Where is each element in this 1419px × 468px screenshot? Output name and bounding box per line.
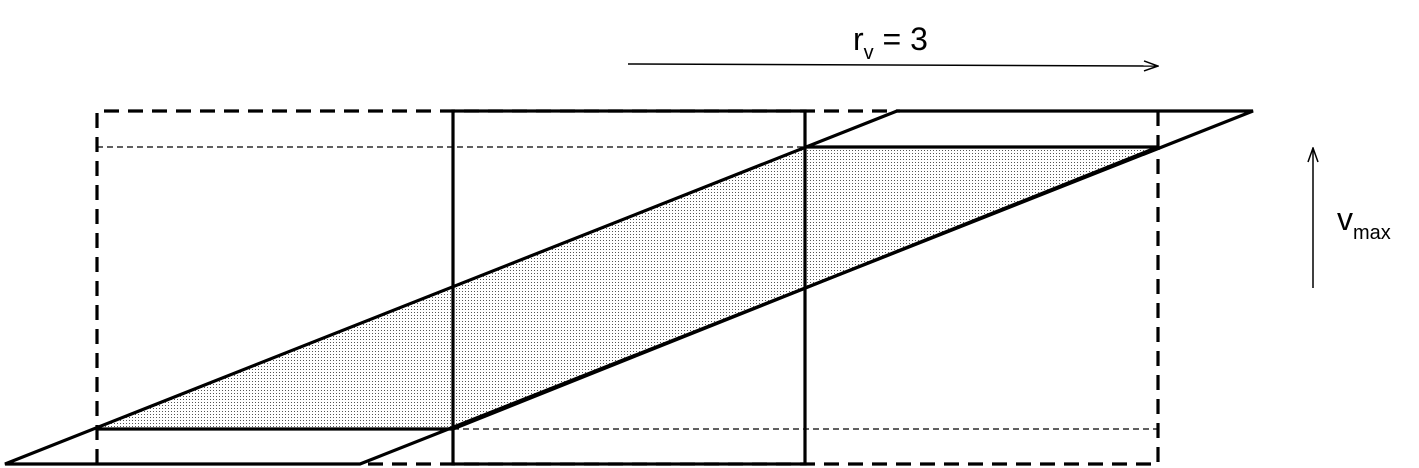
shaded-band-right-diagonal: [452, 145, 1159, 431]
shaded-overlap-region: [97, 147, 1158, 429]
left-parallelogram: [4, 109, 1254, 466]
ratio-label-main: r: [853, 21, 864, 57]
ratio-label-value: = 3: [874, 21, 928, 57]
velocity-label: vmax: [1337, 201, 1391, 244]
velocity-label-main: v: [1337, 201, 1353, 237]
velocity-label-subscript: max: [1353, 222, 1391, 244]
ratio-label-subscript: v: [864, 42, 874, 64]
horizontal-arrow: [627, 64, 1158, 66]
ratio-label: rv = 3: [853, 21, 928, 64]
